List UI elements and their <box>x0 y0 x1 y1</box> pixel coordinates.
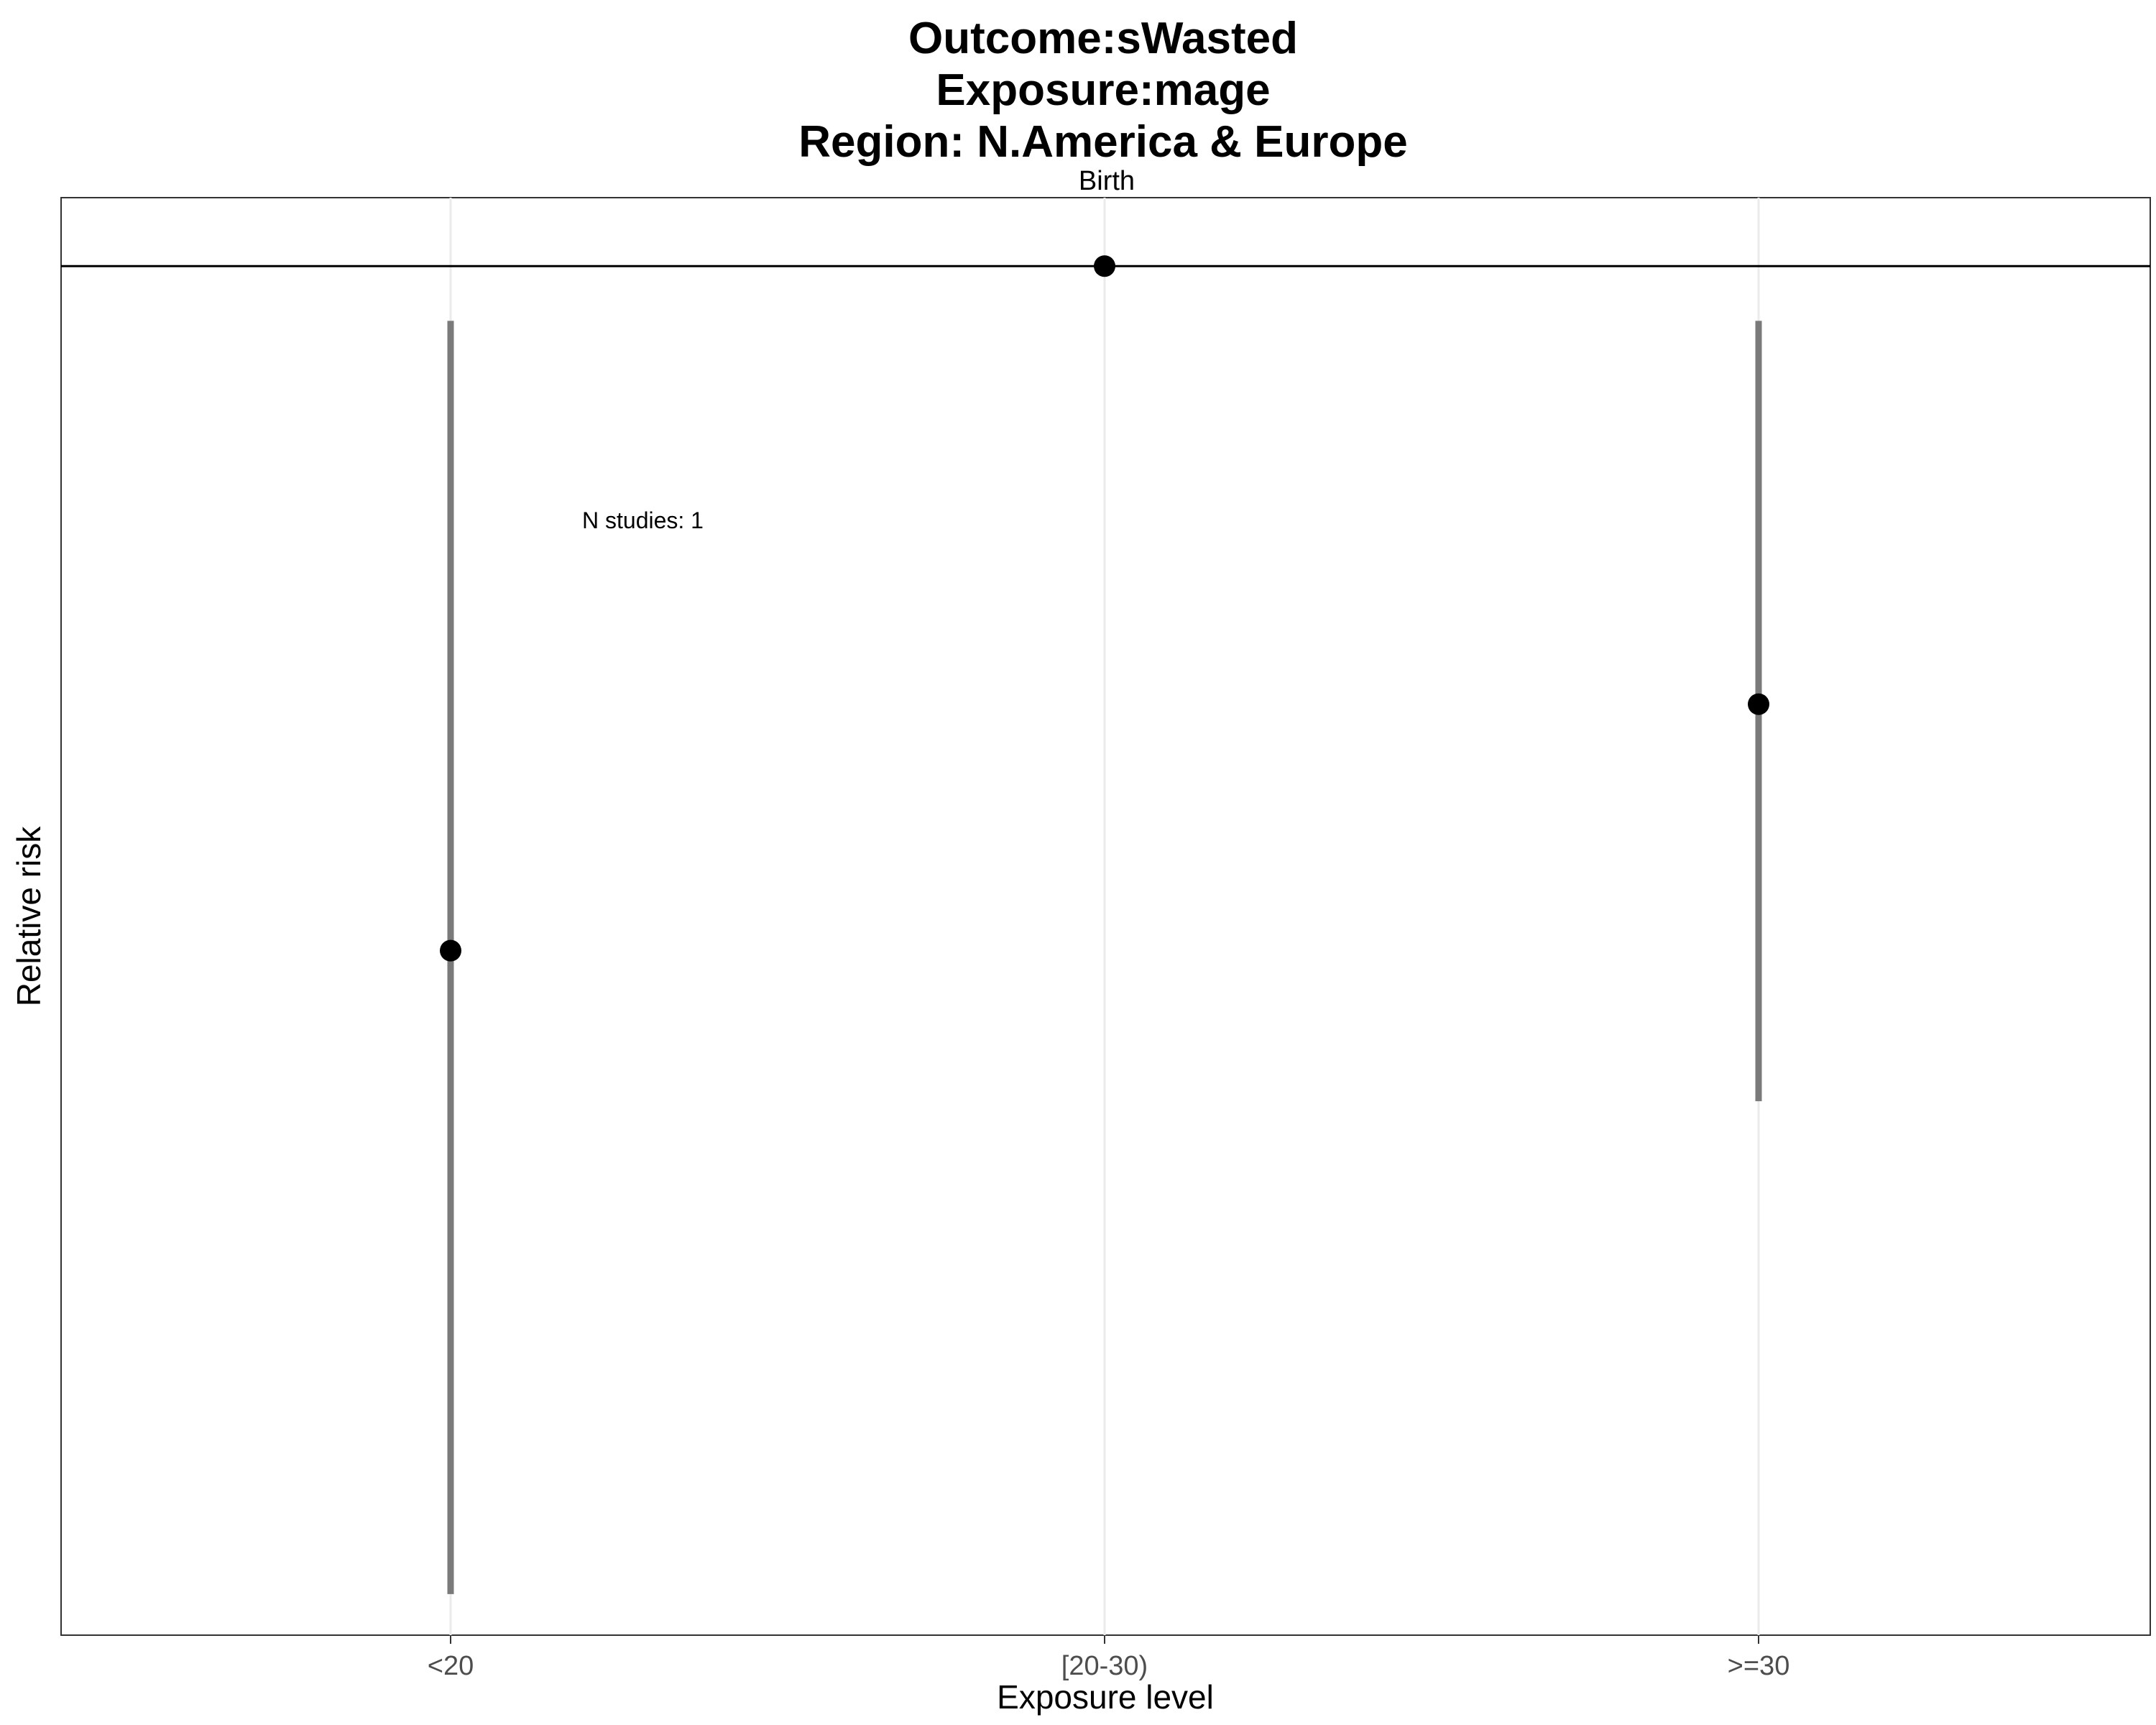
title-line-exposure: Exposure:mage <box>936 65 1271 115</box>
chart-title: Outcome:sWasted Exposure:mage Region: N.… <box>0 13 2156 168</box>
point-estimate-0 <box>440 939 461 962</box>
annotation-n-studies: N studies: 1 <box>582 507 704 533</box>
point-estimates <box>440 255 1769 962</box>
x-tick-label-1: [20-30) <box>1061 1651 1148 1681</box>
title-line-outcome: Outcome:sWasted <box>908 14 1298 63</box>
x-tick-label-0: <20 <box>428 1651 474 1681</box>
point-estimate-1 <box>1094 255 1115 277</box>
y-axis-title: Relative risk <box>10 826 47 1007</box>
x-tick-label-2: >=30 <box>1728 1651 1790 1681</box>
x-axis-title: Exposure level <box>997 1678 1214 1716</box>
point-estimate-2 <box>1748 693 1769 715</box>
facet-strip-label: Birth <box>1078 166 1135 196</box>
x-tick-labels: <20 [20-30) >=30 <box>428 1635 1790 1681</box>
title-line-region: Region: N.America & Europe <box>798 117 1408 167</box>
